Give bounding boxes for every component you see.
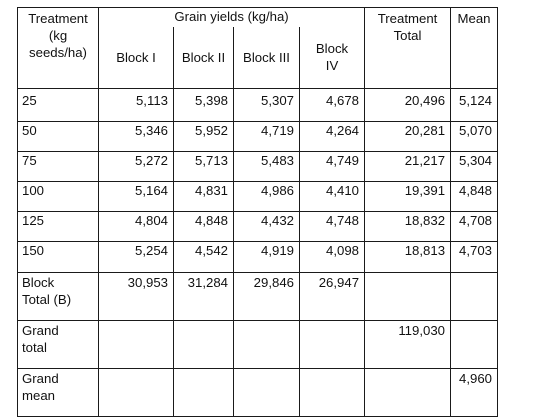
cell-block-2: 4,848 — [173, 211, 234, 242]
cell-treatment-total: 19,391 — [364, 181, 452, 212]
table-row: 50 5,346 5,952 4,719 4,264 20,281 5,070 — [17, 121, 499, 152]
cell-block-2: 5,952 — [173, 121, 234, 152]
cell-block-1: 5,113 — [98, 88, 174, 122]
table-row: 150 5,254 4,542 4,919 4,098 18,813 4,703 — [17, 241, 499, 273]
cell-block-3: 4,432 — [233, 211, 300, 242]
cell-mean: 5,070 — [450, 121, 499, 152]
block-total-row: Block Total (B) 30,953 31,284 29,846 26,… — [17, 272, 499, 321]
cell-block-4: 4,410 — [298, 181, 366, 212]
grand-total-row: Grand total 119,030 — [17, 320, 499, 369]
block-total-2: 31,284 — [173, 272, 234, 321]
header-treatment-line-1: Treatment — [28, 11, 88, 26]
grand-mean-empty-3 — [233, 368, 300, 417]
table-row: 100 5,164 4,831 4,986 4,410 19,391 4,848 — [17, 181, 499, 212]
grand-total-empty-mean — [450, 320, 499, 369]
cell-block-1: 5,164 — [98, 181, 174, 212]
cell-block-4: 4,749 — [298, 151, 366, 182]
header-block-4: Block IV — [298, 26, 366, 89]
grand-total-empty-3 — [233, 320, 300, 369]
cell-block-3: 5,483 — [233, 151, 300, 182]
header-block-4-line-2: IV — [325, 58, 339, 74]
header-row-blocks: Block I Block II Block III Block IV — [18, 26, 498, 89]
block-total-empty-mean — [450, 272, 499, 321]
grand-mean-value: 4,960 — [450, 368, 499, 417]
header-treatment-total-line-2: Total — [393, 28, 422, 43]
cell-block-4: 4,098 — [298, 241, 366, 273]
block-total-empty-total — [364, 272, 452, 321]
header-row-top: Treatment (kg seeds/ha) Grain yields (kg… — [17, 6, 499, 89]
cell-treatment: 150 — [17, 241, 99, 273]
block-total-4: 26,947 — [298, 272, 366, 321]
grand-total-value: 119,030 — [364, 320, 452, 369]
grain-yield-table: Treatment (kg seeds/ha) Grain yields (kg… — [17, 6, 499, 417]
block-total-1: 30,953 — [98, 272, 174, 321]
header-treatment: Treatment (kg seeds/ha) — [17, 7, 99, 89]
cell-block-4: 4,678 — [298, 88, 366, 122]
grand-mean-row: Grand mean 4,960 — [17, 368, 499, 417]
cell-treatment: 75 — [17, 151, 99, 182]
cell-mean: 5,304 — [450, 151, 499, 182]
cell-mean: 4,848 — [450, 181, 499, 212]
grand-total-label: Grand total — [17, 320, 99, 369]
header-treatment-total-line-1: Treatment — [377, 11, 438, 26]
header-block-2: Block II — [173, 26, 234, 89]
table-row: 125 4,804 4,848 4,432 4,748 18,832 4,708 — [17, 211, 499, 242]
header-mean: Mean — [450, 7, 499, 89]
cell-mean: 4,708 — [450, 211, 499, 242]
cell-treatment-total: 20,496 — [364, 88, 452, 122]
grand-mean-label: Grand mean — [17, 368, 99, 417]
grand-total-empty-4 — [298, 320, 366, 369]
cell-block-3: 5,307 — [233, 88, 300, 122]
header-block-3: Block III — [233, 26, 300, 89]
cell-block-1: 5,254 — [98, 241, 174, 273]
cell-treatment: 25 — [17, 88, 99, 122]
cell-block-2: 4,831 — [173, 181, 234, 212]
grand-mean-empty-4 — [298, 368, 366, 417]
grand-mean-empty-1 — [98, 368, 174, 417]
cell-block-3: 4,919 — [233, 241, 300, 273]
table-row: 25 5,113 5,398 5,307 4,678 20,496 5,124 — [17, 88, 499, 122]
table-row: 75 5,272 5,713 5,483 4,749 21,217 5,304 — [17, 151, 499, 182]
grand-mean-empty-2 — [173, 368, 234, 417]
cell-treatment: 50 — [17, 121, 99, 152]
header-grain-yields: Grain yields (kg/ha) — [97, 6, 366, 27]
cell-block-3: 4,986 — [233, 181, 300, 212]
block-total-label-line-2: Total (B) — [22, 292, 72, 307]
cell-treatment: 100 — [17, 181, 99, 212]
block-total-label-line-1: Block — [22, 275, 55, 290]
grand-mean-label-line-1: Grand — [22, 371, 59, 386]
cell-block-1: 4,804 — [98, 211, 174, 242]
cell-block-2: 4,542 — [173, 241, 234, 273]
block-total-3: 29,846 — [233, 272, 300, 321]
grand-total-label-line-1: Grand — [22, 323, 59, 338]
cell-block-4: 4,748 — [298, 211, 366, 242]
cell-treatment-total: 18,813 — [364, 241, 452, 273]
grand-mean-label-line-2: mean — [22, 388, 55, 403]
header-block-4-line-1: Block — [315, 41, 349, 57]
cell-treatment: 125 — [17, 211, 99, 242]
cell-treatment-total: 21,217 — [364, 151, 452, 182]
grand-mean-empty-total — [364, 368, 452, 417]
cell-block-3: 4,719 — [233, 121, 300, 152]
cell-block-4: 4,264 — [298, 121, 366, 152]
cell-block-1: 5,272 — [98, 151, 174, 182]
header-treatment-line-3: seeds/ha) — [29, 45, 87, 60]
block-total-label: Block Total (B) — [17, 272, 99, 321]
cell-block-2: 5,713 — [173, 151, 234, 182]
grand-total-label-line-2: total — [22, 340, 47, 355]
cell-treatment-total: 20,281 — [364, 121, 452, 152]
header-block-1: Block I — [98, 26, 174, 89]
grand-total-empty-1 — [98, 320, 174, 369]
cell-mean: 5,124 — [450, 88, 499, 122]
header-treatment-line-2: (kg — [48, 28, 68, 43]
cell-block-1: 5,346 — [98, 121, 174, 152]
cell-block-2: 5,398 — [173, 88, 234, 122]
grand-total-empty-2 — [173, 320, 234, 369]
cell-treatment-total: 18,832 — [364, 211, 452, 242]
cell-mean: 4,703 — [450, 241, 499, 273]
header-treatment-total: Treatment Total — [364, 7, 452, 89]
